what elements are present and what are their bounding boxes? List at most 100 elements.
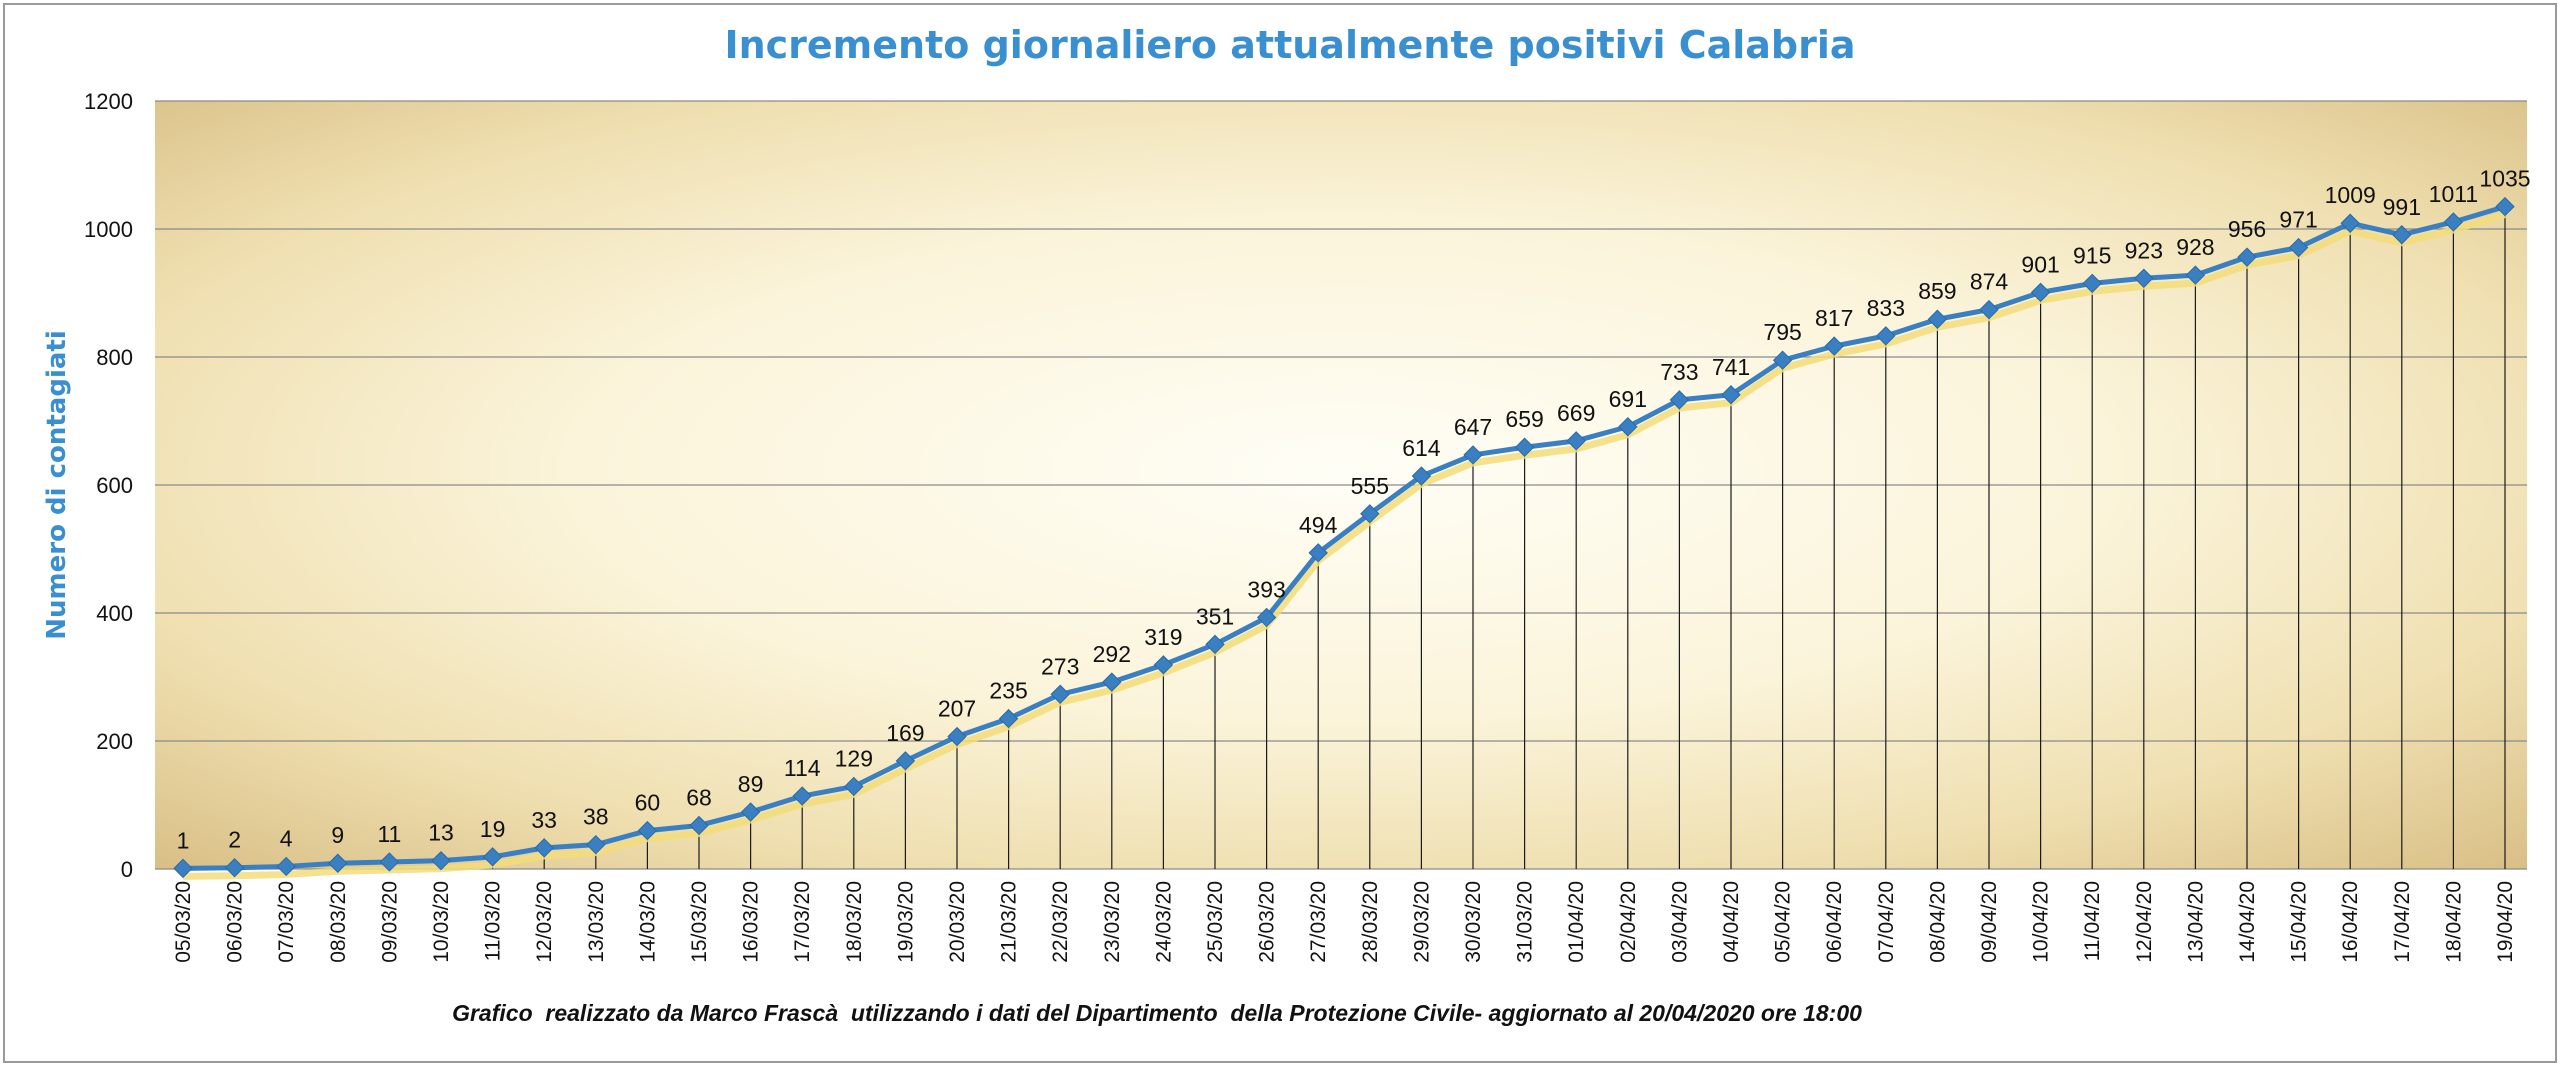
y-tick-label: 0 — [121, 857, 133, 882]
data-label: 2 — [228, 827, 241, 853]
data-point-marker — [2030, 282, 2051, 303]
x-tick-label: 31/03/20 — [1514, 881, 1537, 963]
data-label: 33 — [531, 807, 557, 833]
y-tick-label: 600 — [96, 473, 133, 498]
data-point-marker — [1566, 431, 1586, 451]
data-label: 795 — [1763, 319, 1801, 345]
x-tick-label: 09/03/20 — [378, 881, 401, 963]
data-point-marker — [1308, 543, 1328, 563]
data-point-marker — [173, 858, 193, 879]
data-point-marker — [224, 858, 245, 878]
data-label: 19 — [480, 816, 506, 842]
x-tick-label: 11/03/20 — [482, 881, 505, 961]
data-point-marker — [328, 853, 348, 873]
data-point-marker — [998, 708, 1019, 729]
series-layer — [173, 196, 2515, 880]
data-label: 971 — [2279, 207, 2317, 233]
x-tick-label: 22/03/20 — [1049, 881, 1072, 963]
data-point-marker — [637, 820, 658, 841]
y-tick-label: 200 — [96, 729, 133, 754]
x-tick-label: 21/03/20 — [998, 881, 1021, 963]
chart: Incremento giornaliero attualmente posit… — [42, 23, 2531, 1026]
data-label: 1 — [177, 827, 190, 853]
data-point-marker — [1618, 417, 1638, 437]
data-point-marker — [2134, 268, 2154, 288]
data-point-marker — [1979, 299, 1999, 320]
x-tick-label: 19/03/20 — [894, 881, 917, 963]
y-axis-ticks: 0 200 400 600 800 1000 1200 — [84, 89, 133, 882]
x-tick-label: 16/03/20 — [740, 881, 763, 963]
chart-caption: Grafico realizzato da Marco Frascà utili… — [452, 1000, 1862, 1026]
data-label: 874 — [1970, 269, 2009, 295]
data-label: 614 — [1402, 435, 1441, 461]
data-label: 129 — [835, 745, 873, 771]
data-label: 11 — [377, 821, 401, 847]
data-point-marker — [1205, 634, 1225, 655]
y-tick-label: 1000 — [84, 217, 133, 242]
x-tick-label: 18/03/20 — [843, 881, 866, 963]
x-tick-label: 24/03/20 — [1152, 881, 1175, 963]
data-label: 114 — [784, 755, 821, 781]
data-label: 235 — [989, 678, 1027, 704]
data-point-marker — [431, 850, 451, 871]
data-label: 9 — [331, 822, 344, 848]
data-point-marker — [1824, 336, 1844, 356]
x-tick-label: 05/03/20 — [172, 881, 195, 963]
x-tick-label: 09/04/20 — [1978, 881, 2001, 963]
data-point-marker — [2392, 225, 2412, 245]
data-point-marker — [947, 726, 967, 747]
data-label: 89 — [738, 771, 764, 797]
x-tick-label: 12/04/20 — [2133, 881, 2156, 963]
data-label: 923 — [2125, 237, 2163, 263]
x-tick-label: 28/03/20 — [1359, 881, 1382, 963]
data-label: 494 — [1299, 512, 1338, 538]
data-label: 38 — [583, 804, 609, 830]
data-label: 691 — [1609, 386, 1647, 412]
data-label: 817 — [1815, 305, 1853, 331]
x-tick-label: 16/04/20 — [2339, 881, 2362, 963]
x-tick-label: 17/03/20 — [791, 881, 814, 963]
data-point-marker — [2340, 213, 2360, 233]
data-label: 859 — [1918, 278, 1956, 304]
data-point-marker — [534, 838, 554, 858]
y-tick-label: 800 — [96, 345, 133, 370]
data-point-marker — [1721, 385, 1741, 405]
x-tick-label: 03/04/20 — [1668, 881, 1691, 963]
data-point-marker — [844, 776, 864, 797]
data-point-marker — [1772, 350, 1793, 370]
x-tick-label: 15/04/20 — [2288, 881, 2311, 963]
data-label: 4 — [280, 825, 293, 851]
data-label: 169 — [886, 720, 924, 746]
x-tick-label: 26/03/20 — [1256, 881, 1279, 963]
data-label: 1011 — [2429, 181, 2478, 207]
data-label: 991 — [2383, 194, 2421, 220]
x-tick-label: 27/03/20 — [1307, 881, 1330, 963]
y-tick-label: 400 — [96, 601, 133, 626]
data-label: 207 — [938, 696, 976, 722]
data-point-marker — [895, 751, 916, 771]
x-tick-label: 13/03/20 — [585, 881, 608, 963]
x-axis-ticks: 05/03/20 06/03/20 07/03/20 08/03/20 09/03/20… — [172, 881, 2517, 963]
x-tick-label: 08/03/20 — [327, 881, 350, 963]
x-tick-label: 06/03/20 — [224, 881, 247, 963]
data-label: 1009 — [2325, 182, 2376, 208]
data-label: 13 — [428, 820, 454, 846]
x-tick-label: 08/04/20 — [1926, 881, 1949, 963]
drop-lines — [182, 206, 2506, 869]
data-point-marker — [740, 802, 761, 822]
gridlines — [155, 100, 2527, 870]
data-label: 741 — [1712, 354, 1750, 380]
data-label: 915 — [2073, 242, 2111, 268]
x-tick-label: 07/03/20 — [275, 881, 298, 963]
data-point-marker — [586, 834, 606, 855]
data-point-marker — [2185, 265, 2206, 285]
x-tick-label: 29/03/20 — [1410, 881, 1433, 963]
x-tick-label: 25/03/20 — [1204, 881, 1227, 963]
x-tick-label: 15/03/20 — [688, 881, 711, 963]
x-tick-label: 10/04/20 — [2030, 881, 2053, 963]
data-point-marker — [689, 815, 709, 836]
chart-frame: Incremento giornaliero attualmente posit… — [3, 3, 2557, 1063]
data-point-marker — [1463, 445, 1483, 465]
x-tick-label: 19/04/20 — [2494, 881, 2517, 963]
data-label: 733 — [1660, 359, 1698, 385]
